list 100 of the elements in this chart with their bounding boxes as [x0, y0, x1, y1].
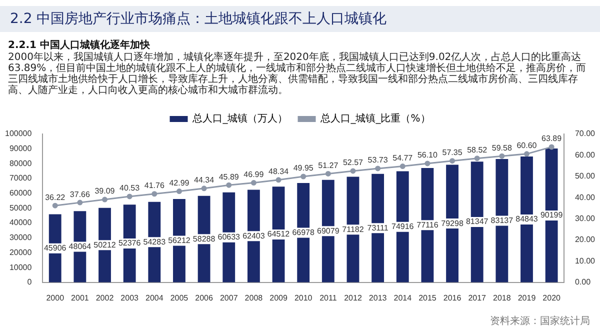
point	[77, 200, 83, 206]
data-label: 49.95	[293, 164, 314, 173]
data-label: 60633	[218, 232, 241, 242]
y2-tick-label: 50.00	[574, 172, 596, 181]
x-tick-label: 2017	[468, 293, 487, 302]
data-label: 54283	[143, 237, 166, 246]
data-label: 48064	[68, 242, 92, 251]
x-tick-label: 2019	[518, 293, 536, 302]
point	[250, 180, 256, 186]
x-tick-label: 2005	[170, 293, 189, 302]
data-label: 45906	[44, 244, 67, 253]
data-label: 83137	[490, 216, 514, 225]
point	[276, 177, 282, 183]
point	[524, 151, 530, 157]
y-tick-label: 50000	[9, 203, 32, 212]
x-tick-label: 2004	[146, 293, 164, 302]
data-label: 53.73	[368, 156, 388, 165]
data-label: 56212	[168, 236, 191, 245]
y-tick-label: 10000	[9, 262, 32, 272]
x-tick-label: 2001	[71, 293, 90, 302]
x-tick-label: 2010	[294, 293, 313, 302]
legend-label: 总人口_城镇_比重（%）	[320, 112, 430, 125]
data-label: 74916	[392, 222, 414, 232]
data-label: 41.76	[144, 181, 165, 190]
data-label: 52.57	[342, 158, 364, 168]
y-tick-label: 0	[27, 278, 32, 287]
y-tick-label: 100000	[4, 129, 32, 138]
data-label: 45.89	[218, 172, 240, 182]
data-label: 79298	[441, 218, 464, 228]
data-label: 59.58	[492, 143, 512, 152]
point	[325, 170, 331, 176]
x-tick-label: 2020	[542, 293, 562, 302]
point	[499, 153, 505, 159]
data-label: 42.99	[169, 178, 190, 188]
data-label: 54.77	[392, 153, 414, 162]
y-tick-label: 70000	[9, 174, 32, 183]
data-label: 81347	[466, 217, 489, 226]
data-label: 37.66	[70, 190, 90, 199]
y2-tick-label: 70.00	[574, 129, 596, 138]
text: 2000年以来，我国城镇人口逐年增加，城镇化率逐年提升，至2020年底，我国城镇人口已达到9.02亿人次，占总人口的比重高达63.89%，但目前中国土地的城镇化跟不上人的城镇化，一线城市和部分热点二线城市人口快速增长但土地供给不足，推高房价，而三四线城市土地供给快于人口增长，导致库存上升，人地分离、供需错配，导致我国一线和部分热点二线城市房价高、三四线库存高、人随产业走，人口向收入更高的核心城市和大城市群流动。	[8, 52, 588, 96]
point	[226, 182, 232, 188]
data-label: 39.09	[94, 186, 116, 196]
point	[450, 158, 456, 164]
x-tick-label: 2007	[220, 293, 238, 302]
data-label: 77116	[416, 220, 439, 230]
point	[52, 202, 58, 208]
text: 资料来源：国家统计局	[490, 314, 590, 328]
data-label: 46.99	[244, 170, 264, 179]
x-tick-label: 2006	[195, 293, 214, 302]
data-label: 57.35	[442, 148, 463, 158]
data-label: 69079	[317, 226, 340, 236]
y2-tick-label: 10.00	[574, 256, 596, 266]
x-tick-label: 2015	[418, 293, 437, 302]
chart-title: 2.2 中国房地产行业市场痛点：土地城镇化跟不上人口城镇化	[10, 10, 387, 28]
y2-tick-label: 20.00	[574, 235, 596, 244]
data-label: 63.89	[542, 134, 562, 144]
data-label: 51.27	[318, 160, 339, 170]
x-tick-label: 2016	[443, 293, 462, 302]
x-tick-label: 2002	[96, 293, 114, 302]
data-label: 58288	[192, 234, 216, 244]
point	[176, 188, 182, 194]
point	[201, 186, 207, 192]
data-label: 40.53	[120, 184, 140, 193]
y-tick-label: 90000	[9, 144, 32, 154]
point	[126, 194, 132, 200]
data-label: 36.22	[45, 192, 66, 202]
y-tick-label: 60000	[9, 188, 32, 198]
y2-tick-label: 40.00	[574, 192, 596, 202]
point	[102, 196, 108, 202]
point	[548, 144, 554, 150]
chart-subtitle: 2.2.1 中国人口城镇化逐年加快	[8, 38, 150, 52]
data-label: 64512	[267, 230, 290, 239]
point	[400, 164, 406, 170]
data-label: 48.34	[268, 167, 290, 176]
y-tick-label: 80000	[9, 158, 32, 168]
x-tick-label: 2013	[368, 293, 388, 302]
point	[424, 160, 430, 166]
x-tick-label: 2014	[394, 293, 412, 302]
point	[375, 166, 381, 172]
y-tick-label: 40000	[9, 218, 32, 228]
point	[300, 174, 306, 180]
data-label: 56.10	[417, 150, 438, 160]
data-label: 44.34	[194, 176, 215, 185]
point	[474, 156, 480, 162]
data-label: 73111	[367, 223, 389, 232]
y-tick-label: 20000	[9, 248, 32, 257]
x-tick-label: 2008	[244, 293, 264, 302]
data-label: 58.52	[467, 146, 488, 155]
data-label: 52376	[118, 238, 142, 248]
data-label: 50212	[94, 240, 116, 250]
x-tick-label: 2018	[493, 293, 512, 302]
point	[350, 168, 356, 174]
y-tick-label: 30000	[9, 233, 32, 242]
data-label: 71182	[342, 224, 364, 234]
data-label: 90199	[540, 210, 564, 220]
legend-label: 总人口_城镇（万人）	[192, 112, 288, 125]
data-label: 84843	[516, 214, 538, 224]
x-tick-label: 2009	[270, 293, 288, 302]
y2-tick-label: 30.00	[574, 214, 596, 224]
data-label: 66978	[292, 228, 316, 237]
